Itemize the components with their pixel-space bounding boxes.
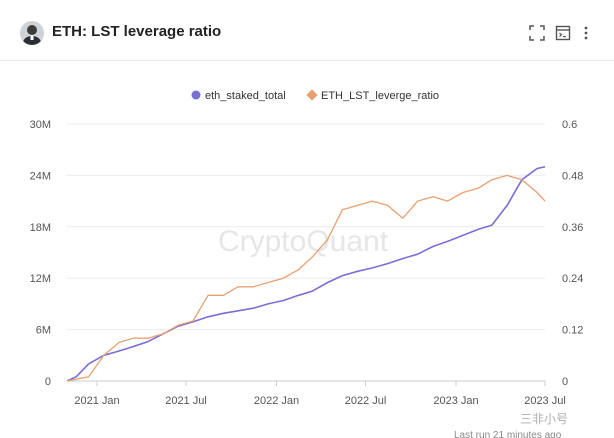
series-line-ETH_LST_leverge_ratio <box>66 174 546 382</box>
chart-watermark: CryptoQuant <box>218 225 389 258</box>
corner-watermark: 三非小号 <box>520 412 569 426</box>
x-tick-label: 2022 Jul <box>345 395 387 407</box>
x-tick-label: 2023 Jan <box>433 395 478 407</box>
more-icon[interactable] <box>578 25 594 41</box>
legend-marker-circle <box>191 90 201 100</box>
y-right-tick-label: 0.48 <box>562 170 583 182</box>
chart-area: 0 6M 12M 18M 24M 30M 0 0.12 0.24 0.36 0.48 0.6 2021 … <box>0 70 614 438</box>
legend-label: ETH_LST_leverge_ratio <box>321 90 439 102</box>
y-right-tick-label: 0.36 <box>562 222 583 234</box>
y-right-tick-label: 0.6 <box>562 119 577 131</box>
legend-label: eth_staked_total <box>205 90 286 102</box>
embed-icon[interactable] <box>555 25 571 41</box>
y-left-tick-label: 30M <box>30 119 51 131</box>
y-left-tick-label: 18M <box>30 222 51 234</box>
avatar-image <box>20 21 44 45</box>
fullscreen-icon[interactable] <box>529 25 545 41</box>
x-tick-label: 2021 Jul <box>165 395 207 407</box>
chart-svg: 0 6M 12M 18M 24M 30M 0 0.12 0.24 0.36 0.48 0.6 2021 … <box>30 89 583 407</box>
y-left-tick-label: 0 <box>45 376 51 388</box>
legend-marker-diamond <box>306 89 318 101</box>
last-run-text: Last run 21 minutes ago <box>454 430 562 438</box>
x-tick-label: 2023 Jul <box>524 395 566 407</box>
y-left-tick-label: 24M <box>30 170 51 182</box>
series-line-eth_staked_total <box>66 166 546 382</box>
card-header: ETH: LST leverage ratio <box>0 0 614 61</box>
page-title: ETH: LST leverage ratio <box>52 23 222 40</box>
x-tick-label: 2021 Jan <box>74 395 119 407</box>
author-avatar[interactable] <box>20 21 44 45</box>
y-right-tick-label: 0 <box>562 376 568 388</box>
y-right-tick-label: 0.24 <box>562 273 583 285</box>
y-left-tick-label: 6M <box>36 325 51 337</box>
y-left-tick-label: 12M <box>30 273 51 285</box>
y-right-tick-label: 0.12 <box>562 325 583 337</box>
x-tick-label: 2022 Jan <box>254 395 299 407</box>
